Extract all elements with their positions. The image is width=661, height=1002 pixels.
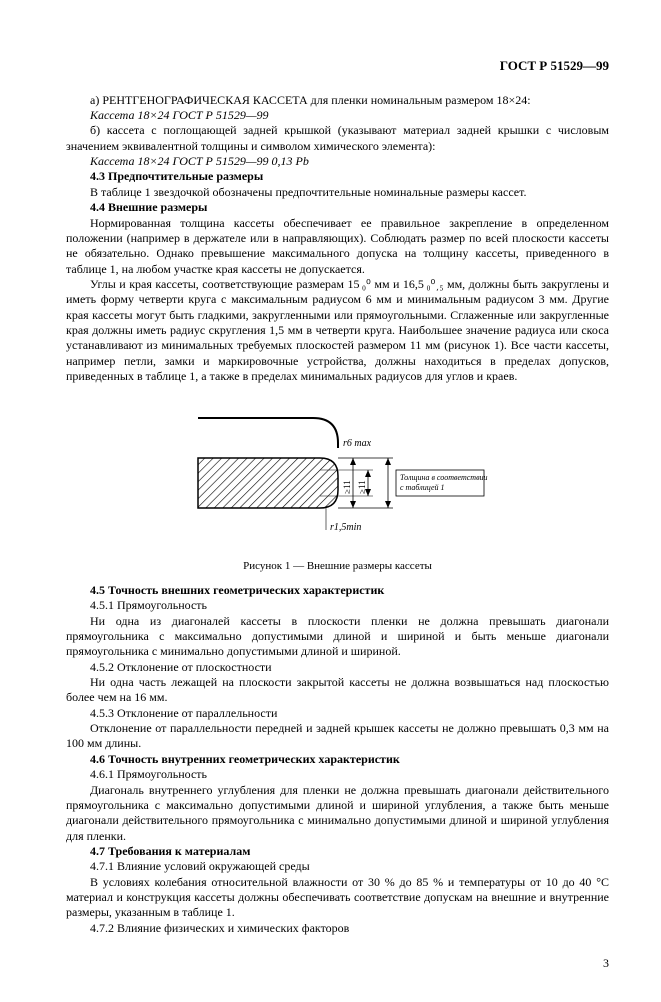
sec-4-5-3-head: 4.5.3 Отклонение от параллельности [66,706,609,721]
sec-4-7-1-head: 4.7.1 Влияние условий окружающей среды [66,859,609,874]
sec-4-5-1-body: Ни одна из диагоналей кассеты в плоскост… [66,614,609,660]
sec-4-6-head: 4.6 Точность внутренних геометрических х… [66,752,609,767]
para-b: б) кассета с поглощающей задней крышкой … [66,123,609,154]
sec-4-4-head: 4.4 Внешние размеры [66,200,609,215]
sec-4-7-1-body: В условиях колебания относительной влажн… [66,875,609,921]
label-r6max: r6 max [343,438,372,449]
figure-1-svg: r6 max ≥11 ≥11 Толщина в соответствии с … [188,398,488,548]
sec-4-3-body: В таблице 1 звездочкой обозначены предпо… [66,185,609,200]
page: ГОСТ Р 51529—99 а) РЕНТГЕНОГРАФИЧЕСКАЯ К… [0,0,661,1002]
para-b-example: Кассета 18×24 ГОСТ Р 51529—99 0,13 Pb [66,154,609,169]
sec-4-7-head: 4.7 Требования к материалам [66,844,609,859]
sec-4-5-1-head: 4.5.1 Прямоугольность [66,598,609,613]
sec-4-5-head: 4.5 Точность внешних геометрических хара… [66,583,609,598]
sec-4-5-2-body: Ни одна часть лежащей на плоскости закры… [66,675,609,706]
sec-4-3-head: 4.3 Предпочтительные размеры [66,169,609,184]
sec-4-6-1-head: 4.6.1 Прямоугольность [66,767,609,782]
figure-1-caption: Рисунок 1 — Внешние размеры кассеты [66,559,609,573]
label-a11-outer: ≥11 [342,481,352,495]
sec-4-5-2-head: 4.5.2 Отклонение от плоскостности [66,660,609,675]
label-a11-inner: ≥11 [357,481,367,495]
para-a: а) РЕНТГЕНОГРАФИЧЕСКАЯ КАССЕТА для пленк… [66,93,609,108]
sec-4-5-3-body: Отклонение от параллельности передней и … [66,721,609,752]
sec-4-7-2-head: 4.7.2 Влияние физических и химических фа… [66,921,609,936]
sec-4-6-1-body: Диагональ внутреннего углубления для пле… [66,783,609,844]
figure-1: r6 max ≥11 ≥11 Толщина в соответствии с … [66,398,609,572]
label-r15min: r1,5min [330,522,361,533]
doc-header: ГОСТ Р 51529—99 [66,58,609,75]
sec-4-4-p2: Углы и края кассеты, соответствующие раз… [66,277,609,385]
page-number: 3 [66,956,609,971]
label-tol-1: Толщина в соответствии [400,473,488,482]
label-tol-2: с таблицей 1 [400,483,445,492]
sec-4-4-p1: Нормированная толщина кассеты обеспечива… [66,216,609,277]
para-a-example: Кассета 18×24 ГОСТ Р 51529—99 [66,108,609,123]
